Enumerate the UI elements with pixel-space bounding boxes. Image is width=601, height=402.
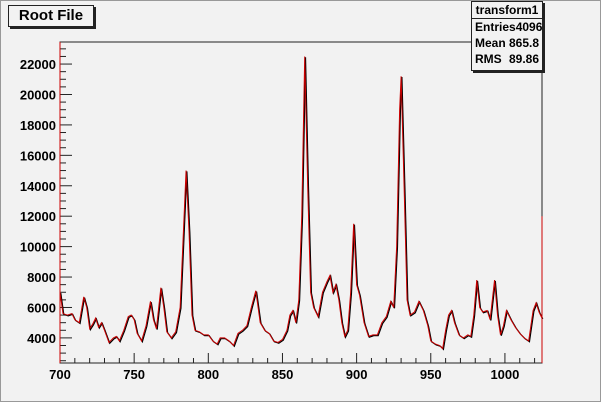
x-tick-label: 800 (197, 367, 219, 382)
y-tick-label: 12000 (20, 209, 56, 224)
stats-title: transform1 (472, 2, 542, 19)
y-tick-label: 18000 (20, 118, 56, 133)
stats-value: 89.86 (508, 52, 539, 66)
stats-label: Mean (475, 36, 506, 50)
y-tick-label: 20000 (20, 87, 56, 102)
y-tick-label: 8000 (27, 270, 56, 285)
y-tick-label: 22000 (20, 57, 56, 72)
y-tick-label: 16000 (20, 148, 56, 163)
histogram-line (59, 56, 543, 363)
stats-row-mean: Mean 865.8 (472, 35, 542, 51)
y-tick-label: 14000 (20, 179, 56, 194)
root-file-button[interactable]: Root File (8, 5, 94, 27)
plot-frame (59, 41, 543, 364)
stats-box: transform1 Entries 4096 Mean 865.8 RMS 89.8… (471, 1, 543, 71)
stats-label: Entries (475, 20, 516, 34)
stats-row-rms: RMS 89.86 (472, 51, 542, 67)
x-tick-label: 700 (49, 367, 71, 382)
x-tick-label: 900 (346, 367, 368, 382)
stats-value: 865.8 (508, 36, 539, 50)
x-tick-label: 850 (272, 367, 294, 382)
y-tick-label: 10000 (20, 240, 56, 255)
y-tick-label: 4000 (27, 331, 56, 346)
x-tick-label: 750 (123, 367, 145, 382)
stats-row-entries: Entries 4096 (472, 19, 542, 35)
stats-label: RMS (475, 52, 502, 66)
x-tick-label: 950 (420, 367, 442, 382)
stats-value: 4096 (515, 20, 543, 34)
x-tick-label: 1000 (490, 367, 519, 382)
y-tick-label: 6000 (27, 300, 56, 315)
